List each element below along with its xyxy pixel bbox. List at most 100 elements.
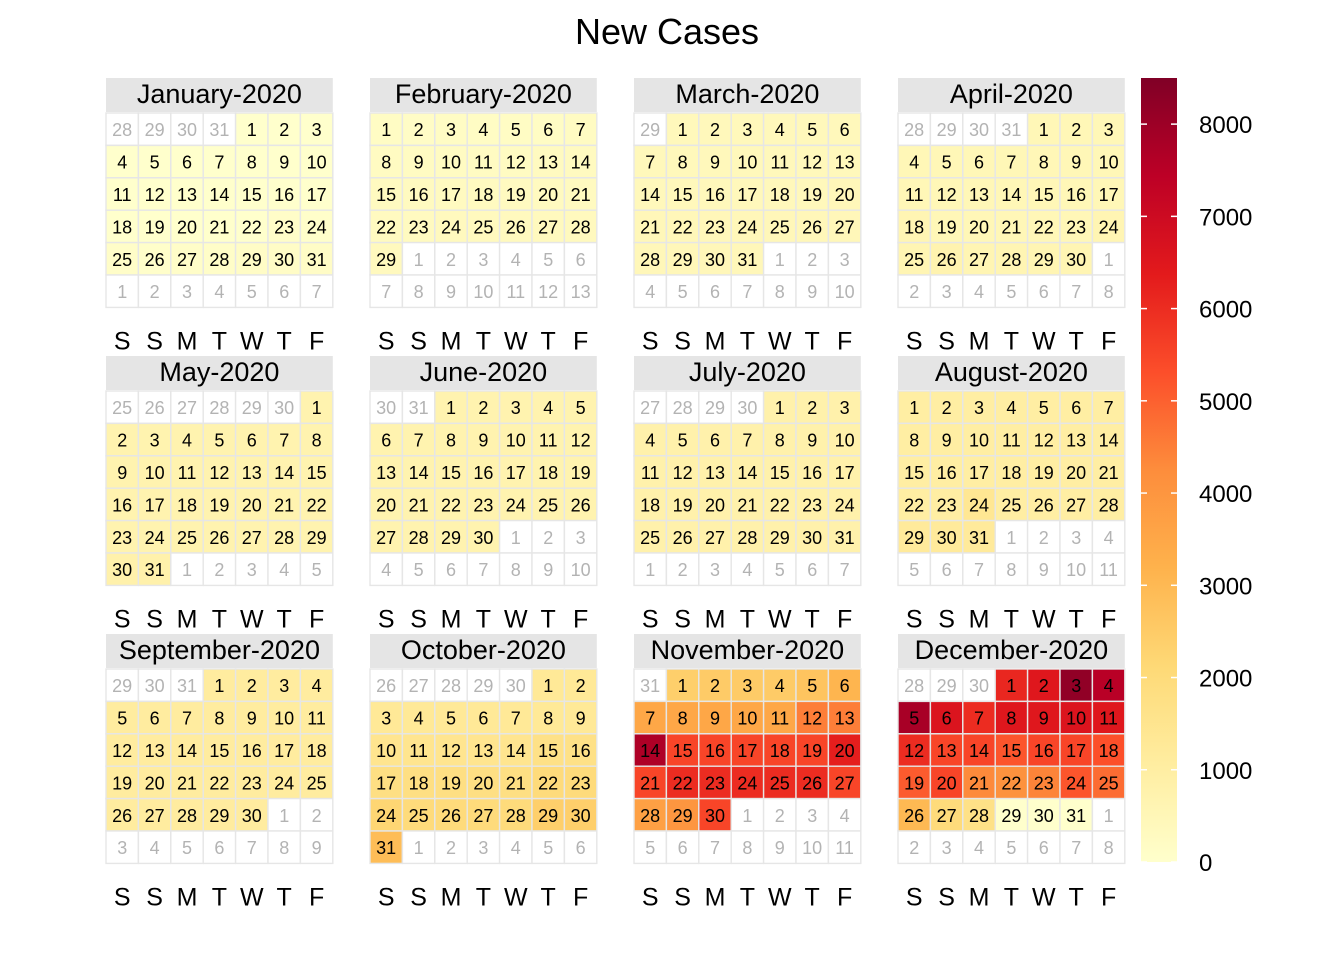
day-number: 7 — [312, 282, 322, 302]
day-cell — [962, 177, 996, 211]
day-cell — [299, 422, 334, 457]
day-number: 16 — [473, 463, 493, 483]
day-number: 12 — [571, 431, 591, 451]
weekday-label: F — [837, 327, 852, 355]
day-cell — [563, 797, 598, 832]
outside-day-cell — [170, 552, 204, 587]
day-number: 23 — [112, 528, 132, 548]
day-cell — [762, 177, 797, 211]
day-cell — [1091, 177, 1126, 211]
outside-day-cell — [1091, 519, 1126, 554]
day-number: 26 — [673, 528, 693, 548]
day-cell — [137, 209, 172, 244]
day-number: 9 — [414, 153, 424, 173]
day-number: 1 — [214, 676, 224, 696]
day-number: 25 — [1099, 773, 1119, 793]
day-number: 30 — [737, 398, 757, 418]
day-cell — [105, 552, 140, 587]
day-number: 5 — [645, 838, 655, 858]
day-number: 5 — [117, 709, 127, 729]
outside-day-cell — [665, 552, 700, 587]
day-number: 30 — [242, 806, 262, 826]
day-cell — [563, 765, 598, 800]
day-cell — [762, 668, 797, 703]
outside-day-cell — [962, 552, 996, 587]
weekday-label: W — [240, 327, 264, 355]
day-number: 11 — [641, 463, 660, 483]
day-number: 5 — [775, 560, 785, 580]
day-number: 31 — [177, 676, 197, 696]
day-number: 26 — [209, 528, 229, 548]
day-number: 28 — [1099, 495, 1119, 515]
day-cell — [827, 144, 862, 179]
day-number: 20 — [473, 773, 493, 793]
day-number: 8 — [414, 282, 424, 302]
day-number: 21 — [737, 495, 757, 515]
day-number: 5 — [543, 250, 553, 270]
day-number: 27 — [835, 773, 855, 793]
outside-day-cell — [531, 552, 566, 587]
day-cell — [929, 519, 964, 554]
day-number: 24 — [1066, 773, 1086, 793]
day-number: 2 — [909, 838, 919, 858]
weekday-label: F — [1101, 605, 1116, 633]
day-number: 1 — [414, 250, 424, 270]
day-number: 18 — [1099, 741, 1119, 761]
day-number: 13 — [835, 153, 855, 173]
day-number: 26 — [937, 250, 957, 270]
day-number: 18 — [538, 463, 558, 483]
day-number: 29 — [307, 528, 327, 548]
day-number: 4 — [775, 120, 785, 140]
day-number: 10 — [473, 282, 493, 302]
day-number: 4 — [974, 838, 984, 858]
day-number: 8 — [1006, 560, 1016, 580]
day-cell — [827, 422, 862, 457]
outside-day-cell — [633, 668, 668, 703]
weekday-label: T — [212, 327, 227, 355]
day-number: 8 — [775, 431, 785, 451]
day-number: 12 — [904, 741, 924, 761]
day-number: 1 — [414, 838, 424, 858]
day-number: 24 — [441, 217, 461, 237]
outside-day-cell — [994, 519, 1029, 554]
day-number: 15 — [242, 185, 262, 205]
day-number: 18 — [640, 495, 660, 515]
day-number: 21 — [640, 217, 660, 237]
day-number: 29 — [705, 398, 725, 418]
weekday-label: S — [378, 605, 395, 633]
outside-day-cell — [665, 274, 700, 309]
outside-day-cell — [170, 390, 204, 425]
day-number: 4 — [117, 153, 127, 173]
day-number: 6 — [150, 709, 160, 729]
day-cell — [466, 144, 501, 179]
outside-day-cell — [795, 274, 830, 309]
day-cell — [105, 422, 140, 457]
day-number: 13 — [242, 463, 262, 483]
day-number: 18 — [307, 741, 327, 761]
day-cell — [665, 177, 700, 211]
day-number: 30 — [705, 250, 725, 270]
day-cell — [401, 177, 436, 211]
day-number: 8 — [312, 431, 322, 451]
day-number: 4 — [840, 806, 850, 826]
day-number: 28 — [274, 528, 294, 548]
weekday-label: F — [573, 327, 588, 355]
day-number: 2 — [117, 431, 127, 451]
day-cell — [827, 765, 862, 800]
day-number: 18 — [770, 741, 790, 761]
day-number: 14 — [1001, 185, 1021, 205]
day-cell — [466, 765, 501, 800]
day-number: 29 — [242, 398, 262, 418]
day-number: 8 — [1104, 838, 1114, 858]
weekday-label: W — [240, 883, 264, 911]
outside-day-cell — [563, 552, 598, 587]
day-number: 5 — [942, 153, 952, 173]
day-number: 16 — [802, 463, 822, 483]
day-number: 29 — [538, 806, 558, 826]
day-number: 4 — [645, 282, 655, 302]
day-number: 2 — [942, 398, 952, 418]
day-number: 19 — [673, 495, 693, 515]
day-number: 15 — [673, 185, 693, 205]
